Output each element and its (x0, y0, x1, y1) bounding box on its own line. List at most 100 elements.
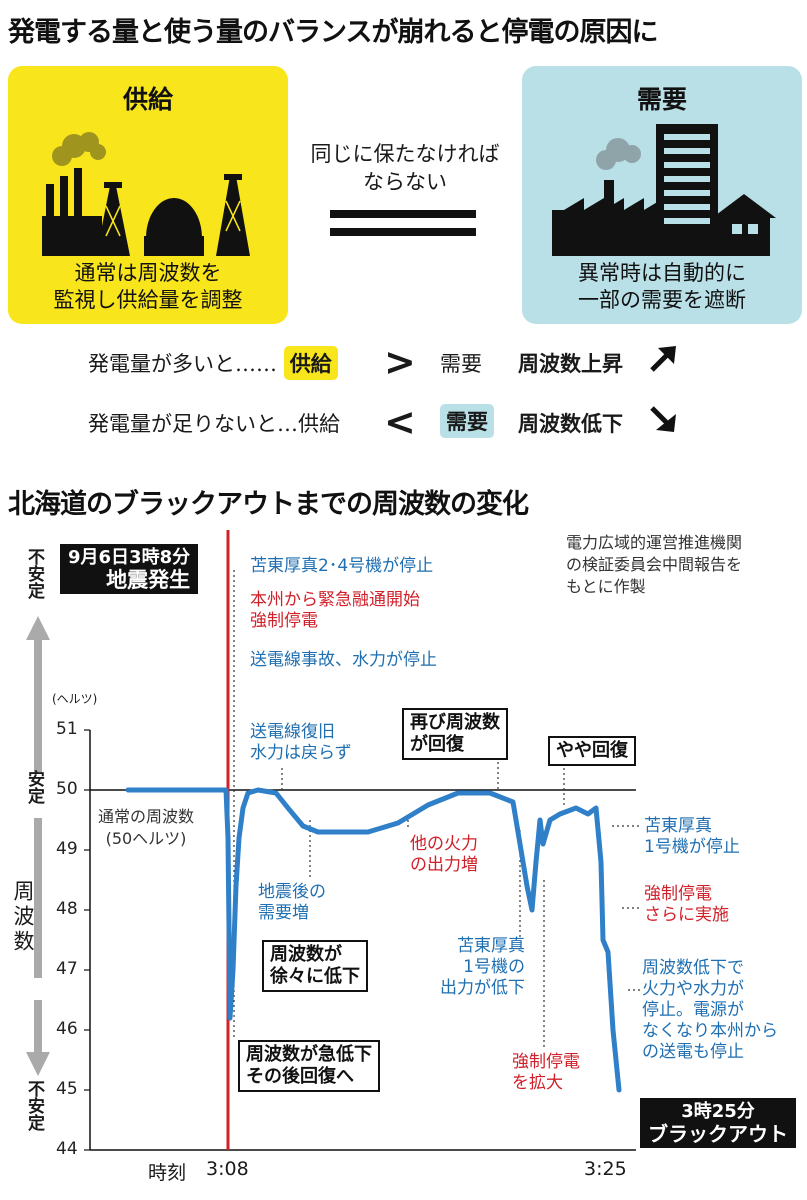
compare-1-result: 周波数上昇 (518, 352, 623, 376)
frequency-chart (26, 530, 640, 1151)
compare-2-lead: 発電量が足りないと… (88, 412, 298, 436)
y-axis-label: 周波数 (11, 880, 35, 955)
y-tick-label: 51 (56, 719, 78, 739)
annotation-other-thermal-2: の出力増 (410, 855, 478, 875)
compare-2-supply: 供給 (298, 412, 340, 436)
y-unit-label: (ヘルツ) (52, 692, 98, 706)
blackout-line-1: 3時25分 (681, 1101, 755, 1122)
supply-box: 供給 通常は周波数を 監視し供給量を調整 (8, 66, 288, 324)
equal-sign-bottom (330, 228, 476, 236)
annotation-final-5: の送電も停止 (642, 1042, 744, 1062)
annotation-forced-more: 強制停電 さらに実施 (644, 884, 729, 926)
annotation-other-thermal: 他の火力 の出力増 (410, 834, 478, 876)
annotation-tomato1-stop-1: 苫東厚真 (644, 816, 712, 836)
x-tick-end: 3:25 (584, 1158, 627, 1180)
annotation-quake-demand-2: 需要増 (258, 903, 309, 923)
unstable-bottom-label: 不安定 (24, 1080, 44, 1131)
y-tick-label: 45 (56, 1079, 78, 1099)
annotation-tomato1-down-1: 苫東厚真 (457, 936, 525, 956)
annotation-quake-demand-1: 地震後の (258, 882, 326, 902)
equal-line-2: ならない (363, 170, 447, 194)
annotation-recover-line-1: 送電線復旧 (250, 722, 335, 742)
arrow-down-right-icon (650, 406, 676, 432)
y-tick-label: 44 (56, 1139, 78, 1159)
annotation-tomato1-stop: 苫東厚真 1号機が停止 (644, 816, 740, 858)
annotation-emergency-2: 強制停電 (250, 611, 318, 631)
equal-text: 同じに保たなければ ならない (292, 140, 518, 196)
blackout-box: 3時25分 ブラックアウト (640, 1098, 796, 1148)
annotation-final-1: 周波数低下で (642, 958, 744, 978)
annotation-forced-more-2: さらに実施 (644, 905, 729, 925)
annotation-tomato1-down-3: 出力が低下 (440, 978, 525, 998)
annotation-emergency: 本州から緊急融通開始 強制停電 (250, 590, 420, 632)
compare-1-sign: > (384, 340, 416, 384)
annotation-forced-expand: 強制停電 を拡大 (512, 1052, 580, 1094)
source-line-1: 電力広域的運営推進機関 (566, 533, 743, 552)
callout-sharp-2: その後回復へ (246, 1066, 354, 1087)
quake-event-box: 9月6日3時8分 地震発生 (60, 544, 199, 594)
annotation-final-3: 停止。電源が (642, 1000, 744, 1020)
y-tick-label: 50 (56, 779, 78, 799)
compare-1-supply: 供給 (283, 346, 338, 380)
callout-sharp-1: 周波数が急低下 (246, 1044, 372, 1065)
y-tick-label: 48 (56, 899, 78, 919)
compare-2-demand: 需要 (440, 404, 494, 438)
main-title: 発電する量と使う量のバランスが崩れると停電の原因に (8, 17, 658, 48)
annotation-tomato1-down: 苫東厚真 1号機の 出力が低下 (440, 936, 525, 999)
chart-title: 北海道のブラックアウトまでの周波数の変化 (8, 489, 529, 520)
source-note: 電力広域的運営推進機関 の検証委員会中間報告を もとに作製 (566, 532, 742, 598)
demand-title: 需要 (636, 85, 687, 114)
blackout-line-2: ブラックアウト (648, 1122, 788, 1146)
annotation-final-4: なくなり本州から (642, 1021, 778, 1041)
compare-row-1: 発電量が多いと…… 供給 (88, 346, 338, 380)
frequency-series-line (125, 787, 622, 1093)
annotation-forced-more-1: 強制停電 (644, 884, 712, 904)
unstable-top-label: 不安定 (24, 548, 44, 599)
callout-gradual-2: 徐々に低下 (270, 966, 360, 987)
source-line-3: もとに作製 (566, 577, 646, 596)
normal-line-1: 通常の周波数 (98, 807, 195, 826)
y-tick-label: 49 (56, 839, 78, 859)
stable-label: 安定 (24, 770, 44, 804)
y-tick-label: 47 (56, 959, 78, 979)
compare-1-demand: 需要 (440, 352, 482, 376)
compare-row-2: 発電量が足りないと…供給 (88, 408, 340, 438)
arrow-up-right-icon (650, 346, 676, 372)
supply-line-2: 監視し供給量を調整 (53, 288, 243, 312)
annotation-tomato24-stop: 苫東厚真2･4号機が停止 (250, 556, 434, 576)
callout-recover-again: 再び周波数 が回復 (402, 708, 508, 760)
demand-box: 需要 異常時は自動的に 一部の需要を遮断 (522, 66, 802, 324)
callout-gradual-1: 周波数が (270, 944, 342, 965)
x-tick-start: 3:08 (206, 1158, 249, 1180)
annotation-line-accident: 送電線事故、水力が停止 (250, 650, 437, 670)
supply-line-1: 通常は周波数を (74, 261, 222, 285)
source-line-2: の検証委員会中間報告を (566, 555, 743, 574)
equal-sign-top (330, 210, 476, 218)
compare-2-demand-wrap: 需要 (440, 404, 494, 438)
factory-house-icon (552, 124, 776, 256)
annotation-recover-line-2: 水力は戻らず (250, 743, 352, 763)
annotation-forced-expand-1: 強制停電 (512, 1052, 580, 1072)
annotation-final: 周波数低下で 火力や水力が 停止。電源が なくなり本州から の送電も停止 (642, 958, 778, 1063)
demand-line-2: 一部の需要を遮断 (578, 288, 746, 312)
annotation-forced-expand-2: を拡大 (512, 1073, 563, 1093)
compare-2-result: 周波数低下 (518, 412, 623, 436)
annotation-tomato1-stop-2: 1号機が停止 (644, 837, 740, 857)
y-tick-label: 46 (56, 1019, 78, 1039)
callout-slight: やや回復 (548, 736, 636, 766)
normal-line-2: (50ヘルツ) (105, 829, 187, 848)
annotation-final-2: 火力や水力が (642, 979, 744, 999)
power-plant-icon (42, 132, 250, 256)
compare-2-sign: < (384, 400, 416, 444)
annotation-emergency-1: 本州から緊急融通開始 (250, 590, 420, 610)
annotation-recover-line: 送電線復旧 水力は戻らず (250, 722, 352, 764)
callout-sharp: 周波数が急低下 その後回復へ (238, 1040, 380, 1092)
annotation-quake-demand: 地震後の 需要増 (258, 882, 326, 924)
normal-frequency-label: 通常の周波数 (50ヘルツ) (98, 806, 194, 850)
callout-gradual: 周波数が 徐々に低下 (262, 940, 368, 992)
equal-line-1: 同じに保たなければ (310, 142, 500, 166)
callout-recover-again-2: が回復 (410, 734, 464, 755)
stability-arrow (26, 616, 50, 1076)
x-axis-label: 時刻 (148, 1162, 187, 1184)
quake-event-line-1: 9月6日3時8分 (68, 547, 191, 568)
